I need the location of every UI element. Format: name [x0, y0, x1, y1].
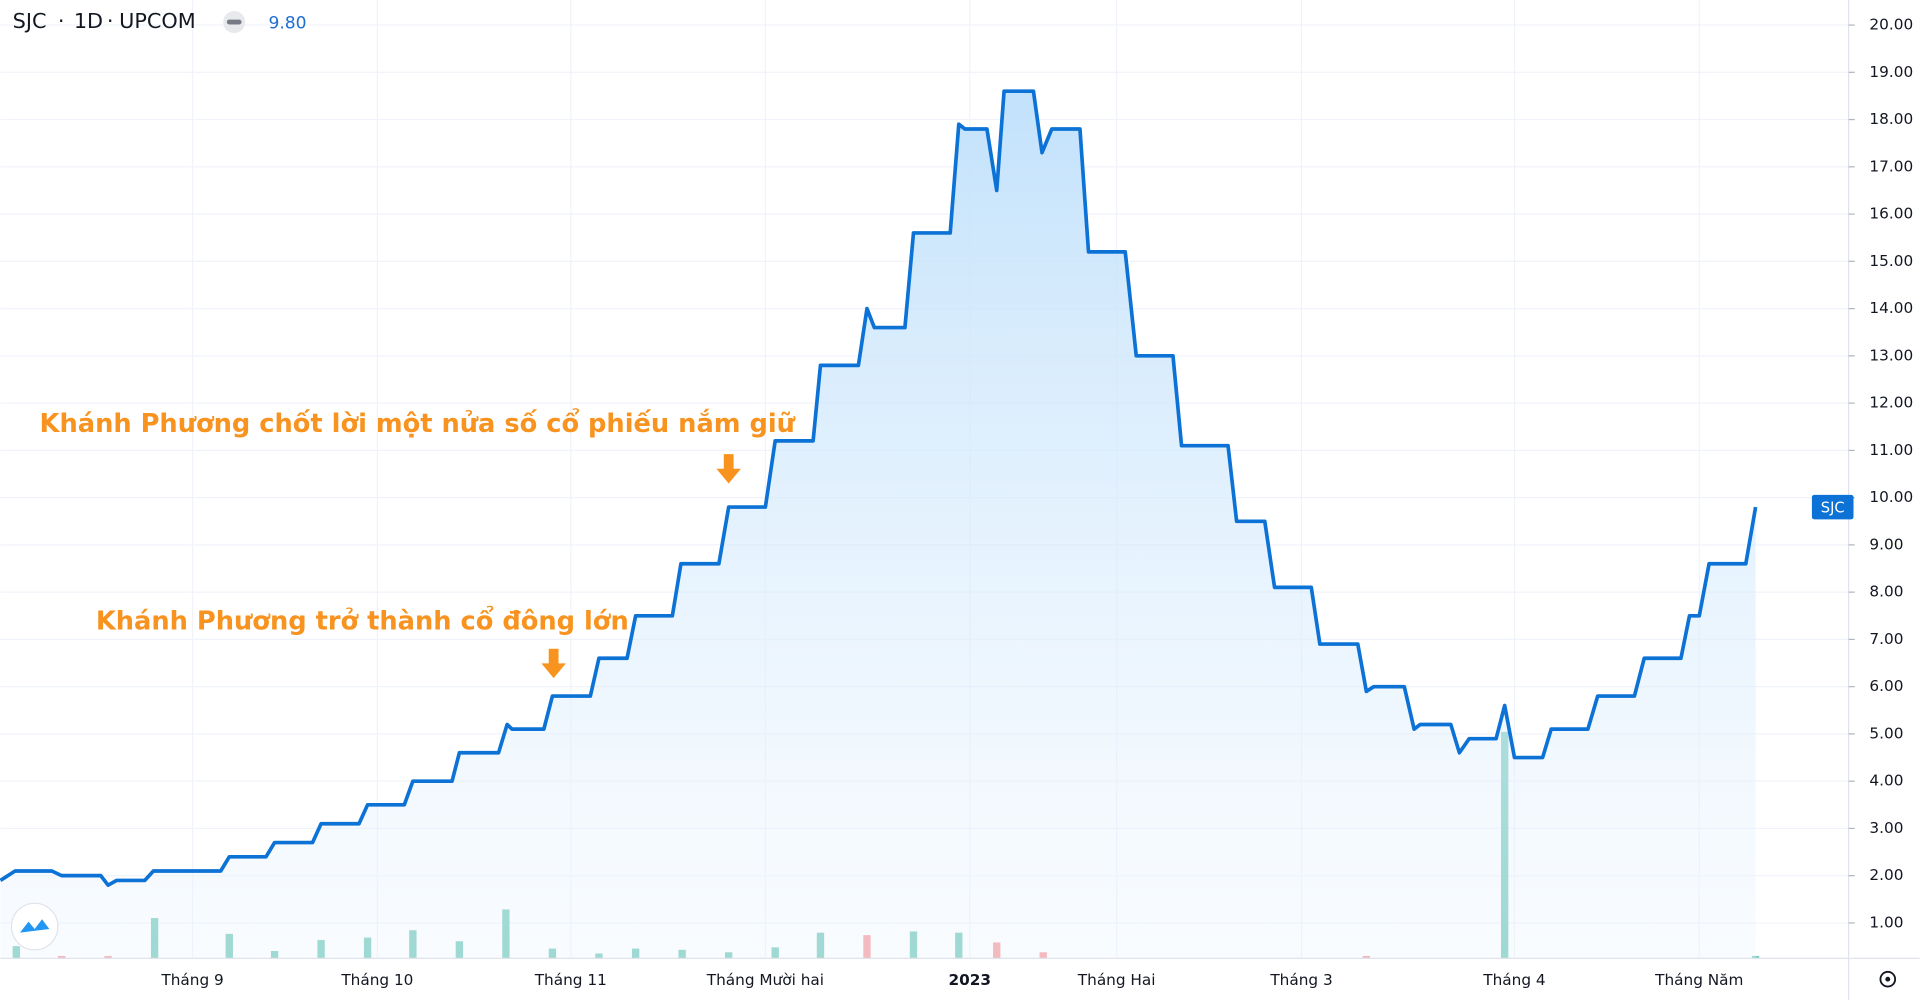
logo-icon [19, 919, 50, 933]
y-tick-label: 9.00 [1869, 535, 1903, 553]
y-tick-label: 1.00 [1869, 913, 1903, 931]
y-tick-label: 15.00 [1869, 252, 1913, 270]
y-tick-label: 11.00 [1869, 441, 1913, 459]
y-tick-label: 6.00 [1869, 677, 1903, 695]
y-tick-label: 14.00 [1869, 299, 1913, 317]
x-tick-label: Tháng 4 [1482, 971, 1545, 989]
y-tick-label: 2.00 [1869, 866, 1903, 884]
separator: · [58, 9, 65, 33]
last-price: 9.80 [268, 13, 306, 33]
x-tick-label: Tháng 11 [534, 971, 607, 989]
annotation-arrow [716, 454, 741, 484]
settings-button[interactable] [1879, 970, 1897, 988]
price-line [0, 89, 1758, 888]
y-tick-label: 3.00 [1869, 819, 1903, 837]
y-tick-label: 5.00 [1869, 724, 1903, 742]
gear-center [1885, 976, 1891, 982]
y-tick-label: 19.00 [1869, 63, 1913, 81]
x-tick-label: Tháng Năm [1654, 971, 1743, 989]
last-price-symbol: SJC [1821, 499, 1845, 516]
exchange: UPCOM [119, 9, 196, 33]
separator: · [107, 9, 114, 33]
y-tick-label: 13.00 [1869, 346, 1913, 364]
y-tick-label: 17.00 [1869, 157, 1913, 175]
area-fill [0, 91, 1756, 959]
interval[interactable]: 1D [74, 9, 103, 33]
y-tick-label: 18.00 [1869, 110, 1913, 128]
annotation-arrow [541, 648, 566, 679]
y-tick-label: 8.00 [1869, 583, 1903, 601]
y-tick-label: 16.00 [1869, 205, 1913, 223]
plot [0, 89, 1760, 959]
x-tick-label: Tháng 9 [160, 971, 223, 989]
last-price-box [1811, 494, 1854, 520]
y-tick-label: 4.00 [1869, 772, 1903, 790]
toggle-icon [226, 19, 242, 25]
annotation: Khánh Phương trở thành cổ đông lớn [96, 603, 629, 636]
y-tick-label: 10.00 [1869, 488, 1913, 506]
x-tick-label: Tháng 3 [1269, 971, 1332, 989]
symbol[interactable]: SJC [13, 9, 47, 33]
x-tick-label: Tháng 10 [340, 971, 413, 989]
axes: 1.00 2.00 3.00 4.00 5.00 6.00 7.00 8.00 9.00 10.0… [40, 16, 1914, 989]
y-tick-label: 20.00 [1869, 16, 1913, 34]
logo[interactable] [10, 902, 59, 951]
gear-icon [1879, 970, 1897, 988]
y-tick-label: 12.00 [1869, 394, 1913, 412]
x-tick-label: 2023 [949, 971, 992, 989]
annotation: Khánh Phương chốt lời một nửa số cổ phiế… [40, 406, 796, 439]
x-tick-label: Tháng Hai [1077, 971, 1156, 989]
y-tick-label: 7.00 [1869, 630, 1903, 648]
x-tick-label: Tháng Mười hai [706, 971, 824, 989]
